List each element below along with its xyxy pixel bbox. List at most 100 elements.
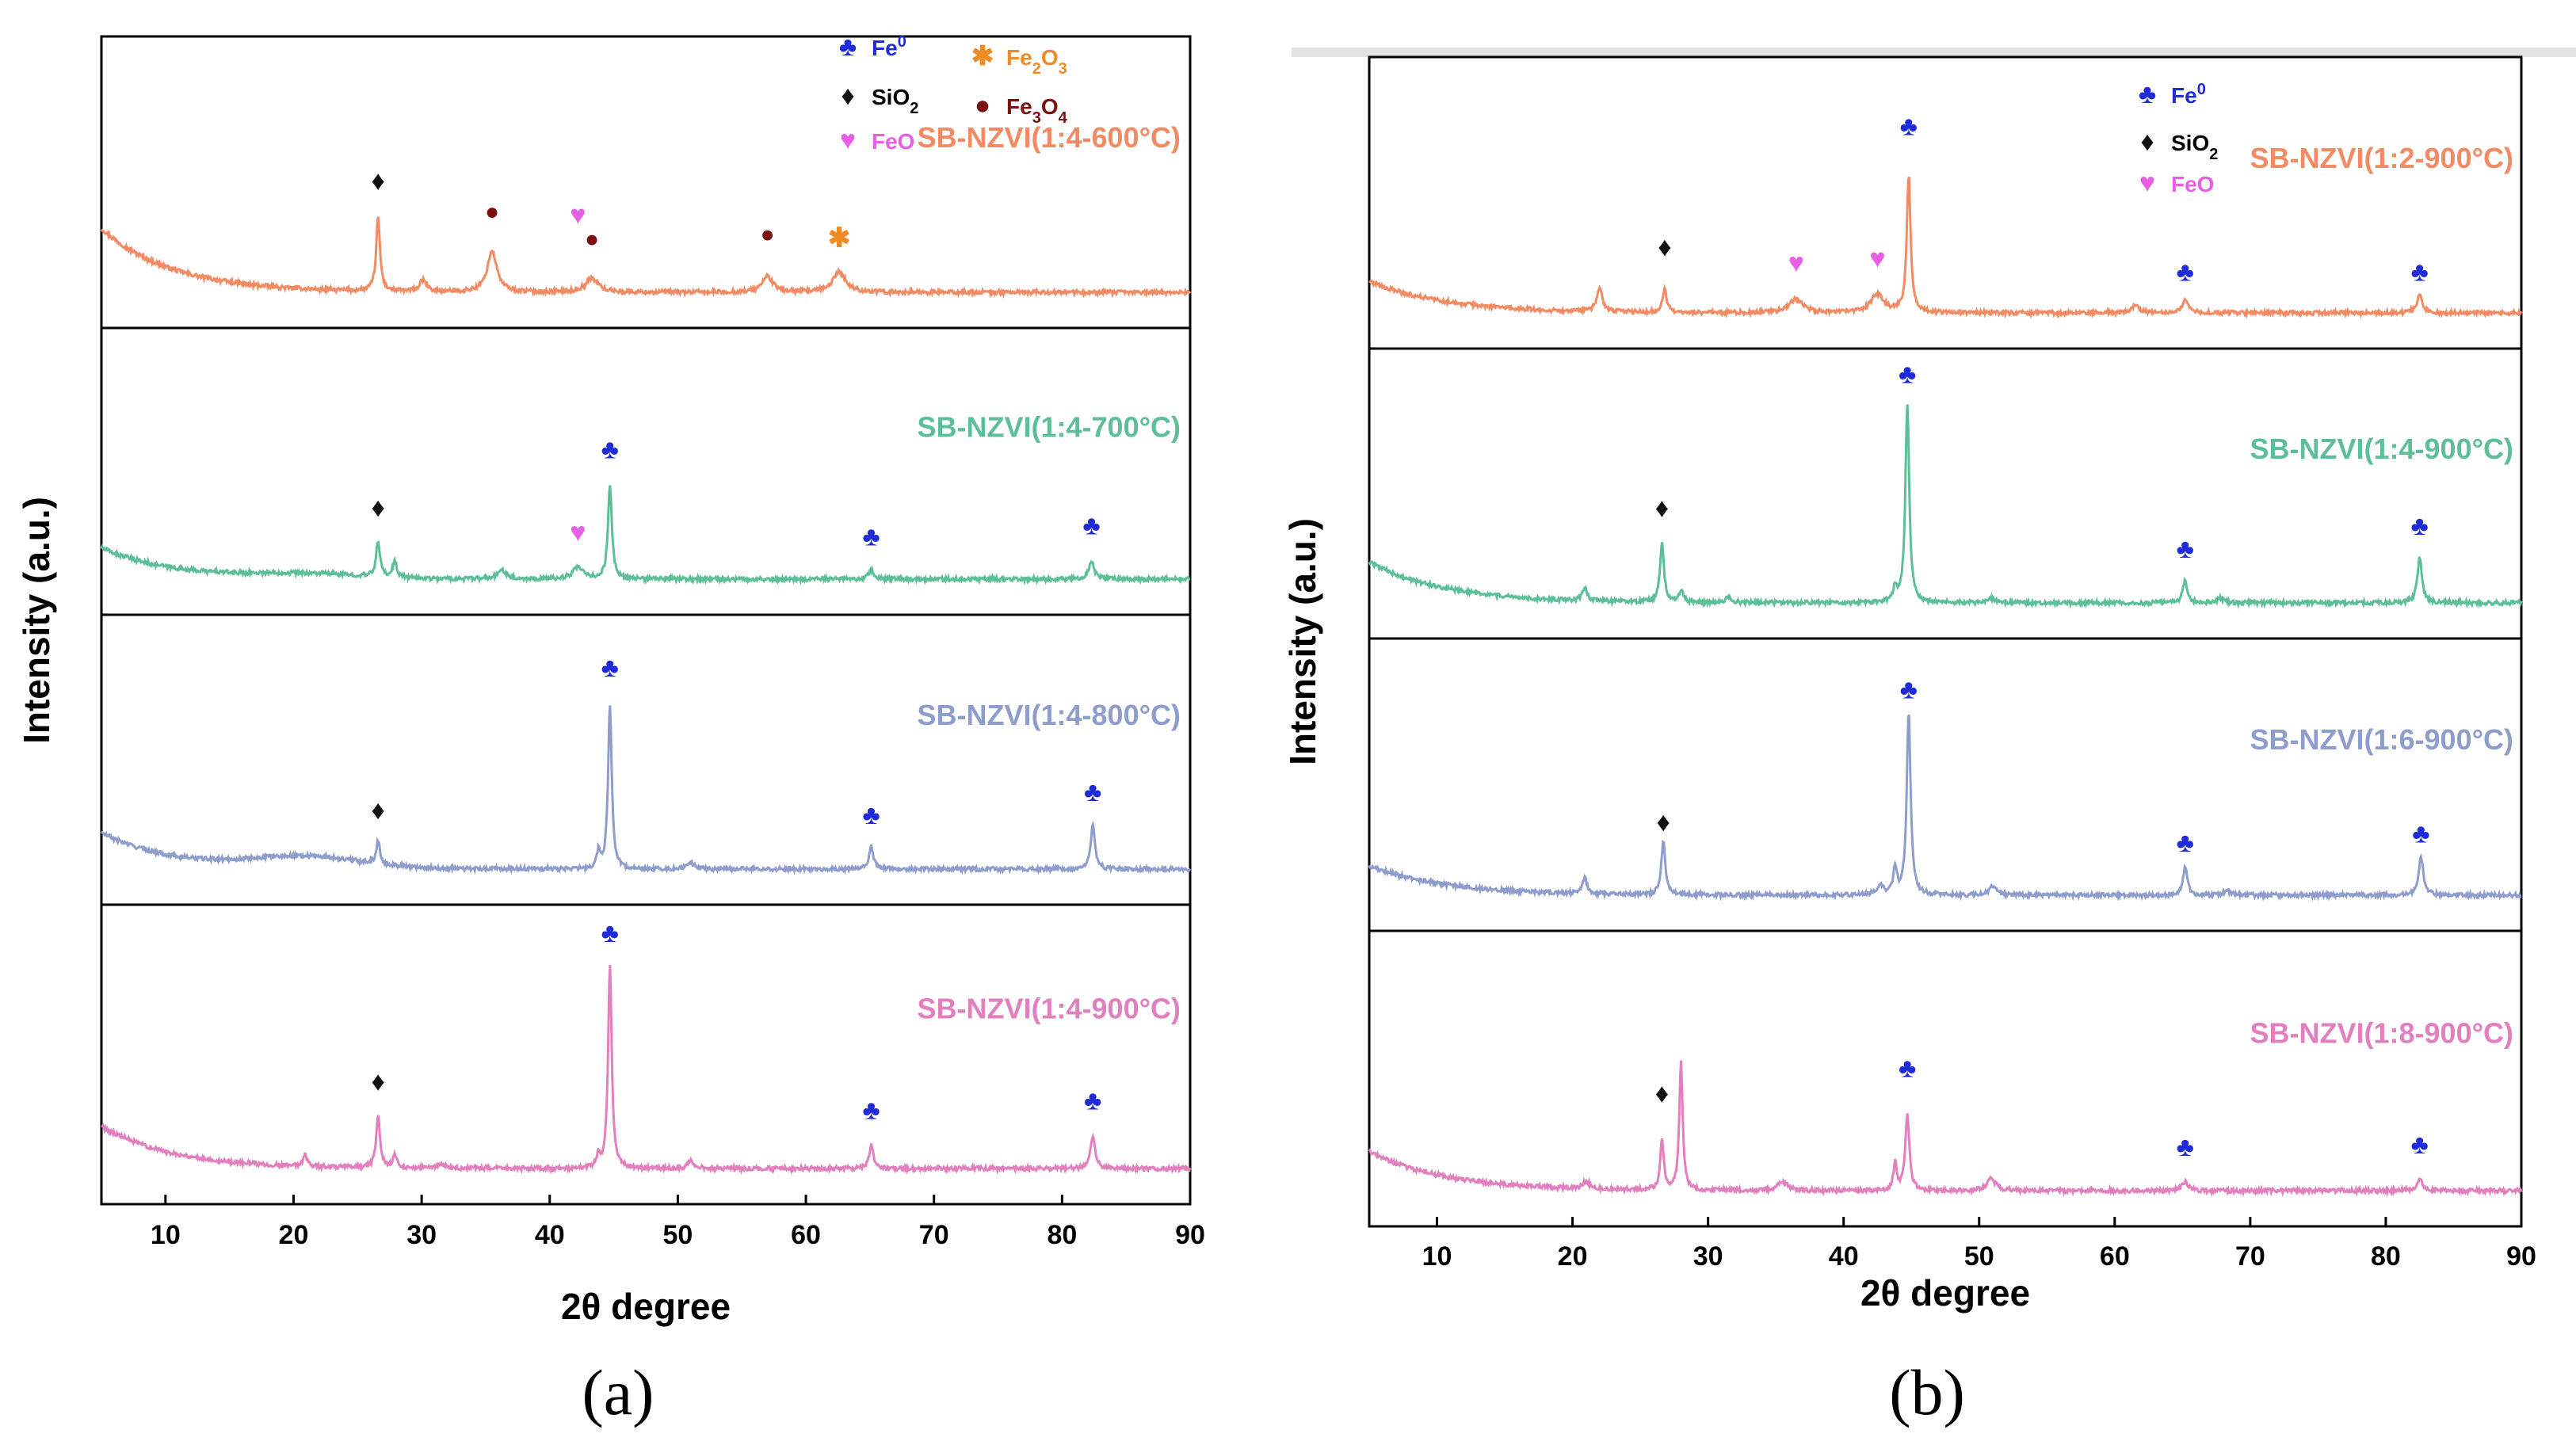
peak-marker-fe0: ♣ [2411,511,2429,541]
legend-text-part: 4 [1059,109,1068,127]
series-label: SB-NZVI(1:2-900°C) [2250,142,2513,174]
series-group: SB-NZVI(1:4-900°C) ♦ ♣ ♣ ♣ [1368,347,2523,640]
series-group: SB-NZVI(1:4-800°C) ♦ ♣ ♣ ♣ [100,613,1192,906]
legend-entry-fe3o4: ● Fe3O4 [975,90,1068,127]
x-tick-label: 80 [1047,1220,1077,1250]
xrd-series-line [1368,714,2522,902]
legend-entry-feo: ♥ FeO [2139,168,2215,198]
series-label: SB-NZVI(1:4-900°C) [2250,433,2513,465]
legend-text-part: 0 [2197,81,2206,98]
legend-symbol-feo: ♥ [840,125,856,155]
peak-marker-fe0: ♣ [2177,828,2194,858]
x-tick-label: 30 [406,1220,437,1250]
panel-b-chart: SB-NZVI(1:2-900°C) ♦ ♥ ♥ ♣ ♣ ♣ SB-NZVI(1:4-900°… [1282,55,2536,1313]
peak-marker-sio2: ♦ [371,166,384,196]
x-tick-label: 20 [279,1220,309,1250]
legend-entry-fe0: ♣ Fe0 [2139,79,2206,109]
xrd-series-line [100,216,1192,299]
peak-marker-fe0: ♣ [862,1095,880,1125]
peak-marker-fe0: ♣ [2411,257,2429,288]
legend-text-part: O [1041,45,1059,70]
legend-text-part: Fe [1006,45,1032,70]
x-tick-label: 10 [1422,1241,1452,1272]
legend-text-part: 3 [1032,109,1041,127]
peak-marker-feo: ♥ [1869,243,1885,273]
x-tick-label: 80 [2371,1241,2401,1272]
subplot-frame [100,613,1192,906]
legend-symbol-fe0: ♣ [839,32,857,62]
peak-marker-fe0: ♣ [1084,1086,1101,1116]
x-tick-label: 60 [791,1220,821,1250]
legend-entry-fe0: ♣ Fe0 [839,32,906,62]
x-tick-label: 90 [2506,1241,2536,1272]
x-tick-label: 70 [2235,1241,2265,1272]
peak-marker-fe0: ♣ [862,522,880,552]
peak-marker-fe0: ♣ [1900,674,1918,704]
series-label: SB-NZVI(1:4-600°C) [918,121,1181,154]
series-label: SB-NZVI(1:4-800°C) [918,699,1181,731]
x-axis-label: 2θ degree [561,1286,731,1327]
x-tick-label: 40 [535,1220,565,1250]
x-tick-label: 20 [1558,1241,1588,1272]
peak-marker-fe0: ♣ [1084,777,1101,807]
legend-symbol-sio2: ♦ [841,81,854,111]
peak-marker-fe0: ♣ [2177,534,2194,564]
peak-marker-feo: ♥ [570,517,586,547]
legend-text-part: Fe [872,36,898,60]
series-group: SB-NZVI(1:4-600°C)♦● ♥● ● ✱ [100,35,1192,330]
legend-label-fe2o3: Fe2O3 [1006,45,1067,78]
legend-text-part: 2 [910,100,918,117]
legend-text-part: SiO [872,85,910,109]
legend-label-fe0: Fe0 [2171,81,2206,108]
series-label: SB-NZVI(1:4-900°C) [918,993,1181,1025]
series-group: SB-NZVI(1:4-900°C) ♦ ♣ ♣ ♣ [100,903,1192,1206]
series-group: SB-NZVI(1:4-700°C) ♦ ♥ ♣ ♣ ♣ [100,326,1192,616]
legend-symbol-fe0: ♣ [2139,79,2156,109]
peak-marker-sio2: ♦ [1658,232,1671,262]
legend-entry-sio2: ♦ SiO2 [2140,127,2218,163]
legend-text-part: SiO [2171,131,2209,155]
legend-symbol-sio2: ♦ [2140,127,2154,157]
series-label: SB-NZVI(1:8-900°C) [2250,1017,2513,1050]
peak-marker-fe3o4: ● [761,222,775,248]
peak-marker-fe0: ♣ [2177,257,2194,288]
legend-text-part: FeO [872,129,914,154]
legend-entry-feo: ♥ FeO [840,125,915,155]
series-group: SB-NZVI(1:2-900°C) ♦ ♥ ♥ ♣ ♣ ♣ [1368,55,2523,350]
peak-marker-feo: ♥ [570,200,586,231]
peak-marker-sio2: ♦ [371,1067,384,1097]
series-group: SB-NZVI(1:8-900°C) ♦ ♣ ♣ ♣ [1368,929,2523,1228]
x-tick-label: 60 [2100,1241,2130,1272]
peak-marker-fe2o3: ✱ [828,223,851,253]
legend-label-sio2: SiO2 [872,85,918,117]
xrd-series-line [1368,176,2523,319]
x-tick-label: 70 [919,1220,949,1250]
peak-marker-fe3o4: ● [485,199,499,225]
panel-a-chart: SB-NZVI(1:4-600°C)♦● ♥● ● ✱SB-NZVI(1:4-700°… [16,32,1205,1327]
x-tick-label: 50 [1964,1241,1994,1272]
legend-label-fe3o4: Fe3O4 [1006,94,1068,127]
legend-label-feo: FeO [872,129,914,154]
x-tick-label: 50 [662,1220,693,1250]
peak-marker-fe0: ♣ [1082,511,1100,541]
peak-marker-fe0: ♣ [601,918,619,948]
x-tick-label: 40 [1829,1241,1859,1272]
peak-marker-fe0: ♣ [1899,1053,1916,1083]
peak-marker-fe0: ♣ [2412,819,2429,849]
xrd-series-line [101,964,1192,1176]
panel-b-caption: (b) [1889,1356,1965,1428]
legend-text-part: 3 [1059,60,1067,78]
legend-text-part: 0 [898,33,906,51]
peak-marker-sio2: ♦ [1657,807,1670,837]
subplot-frame [1368,929,2523,1228]
peak-marker-fe0: ♣ [2177,1132,2194,1162]
legend-text-part: 2 [1032,60,1041,78]
peak-marker-fe0: ♣ [601,435,619,465]
legend-text-part: FeO [2171,172,2214,196]
peak-marker-fe0: ♣ [1900,111,1918,141]
x-tick-label: 90 [1175,1220,1205,1250]
legend-entry-sio2: ♦ SiO2 [841,81,918,117]
legend-symbol-feo: ♥ [2139,168,2155,198]
x-axis-label: 2θ degree [1860,1272,2030,1313]
